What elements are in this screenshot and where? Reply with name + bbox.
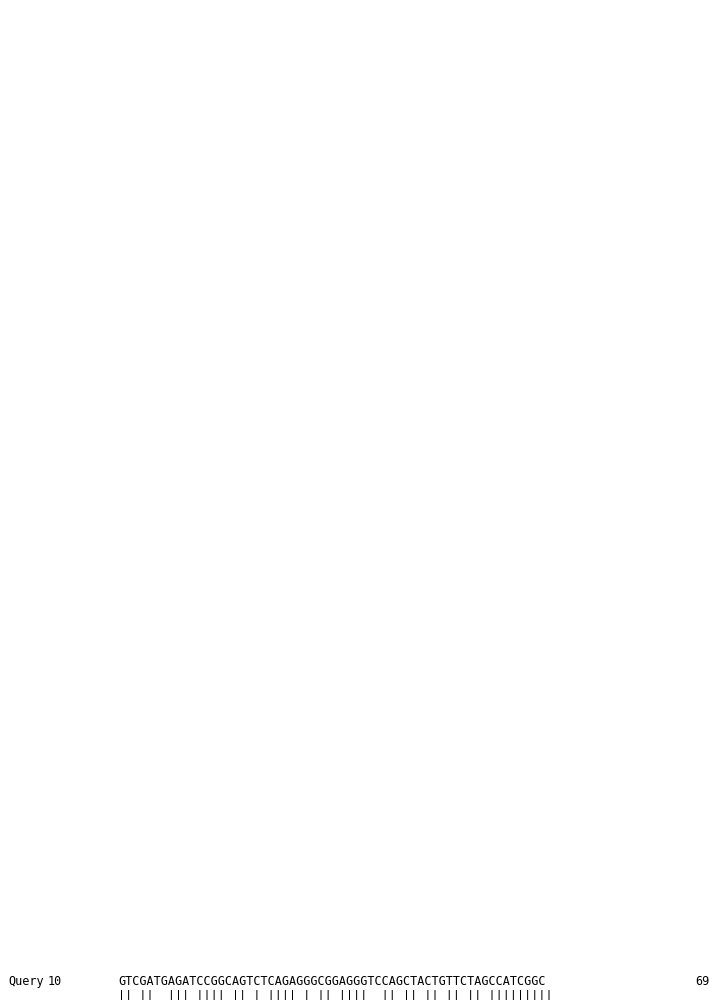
Text: || ||  ||| |||| || | |||| | || ||||  || || || || || |||||||||: || || ||| |||| || | |||| | || |||| || ||…	[118, 990, 553, 1000]
Text: 69: 69	[695, 975, 710, 988]
Text: 10: 10	[48, 975, 62, 988]
Text: GTCGATGAGATCCGGCAGTCTCAGAGGGCGGAGGGTCCAGCTACTGTTCTAGCCATCGGC: GTCGATGAGATCCGGCAGTCTCAGAGGGCGGAGGGTCCAG…	[118, 975, 545, 988]
Text: Query: Query	[8, 975, 44, 988]
